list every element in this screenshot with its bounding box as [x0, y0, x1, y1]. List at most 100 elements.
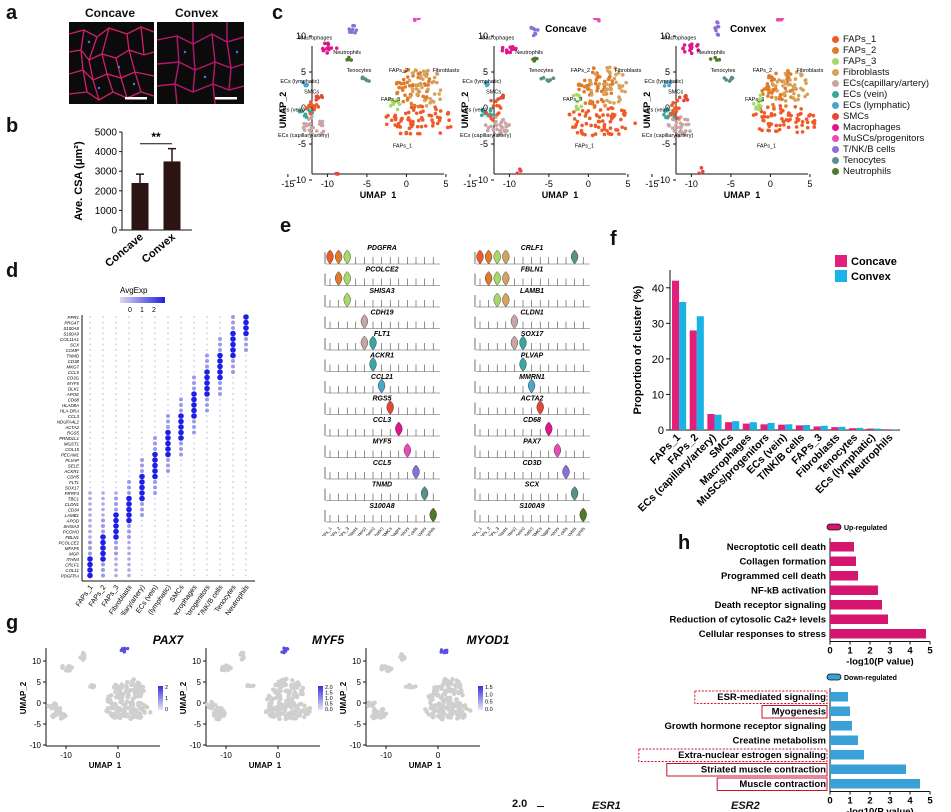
- legend-item-muscs-progenitors: MuSCs/progenitors: [832, 133, 929, 144]
- y-tick-label: 5000: [95, 128, 118, 139]
- umap-point-faps-1: [573, 125, 578, 129]
- legend-item-macrophages: Macrophages: [832, 122, 929, 133]
- feature-point: [273, 682, 279, 687]
- dot: [128, 332, 130, 335]
- gene-label-col11a1: COL11A1: [60, 337, 80, 342]
- umap-point-faps-1: [584, 111, 589, 115]
- umap-point-faps-1: [767, 124, 772, 129]
- umap-point-faps-1: [430, 118, 434, 122]
- dot: [180, 541, 182, 544]
- y-tick-label: 10: [192, 657, 201, 666]
- legend-item-t-nk-b-cells: T/NK/B cells: [832, 144, 929, 155]
- umap-point-faps-1: [674, 109, 679, 114]
- umap-point-faps-1: [583, 132, 587, 137]
- dot: [245, 459, 247, 461]
- dot: [140, 513, 144, 517]
- legend-label: SMCs: [843, 111, 869, 122]
- feature-point: [130, 700, 135, 706]
- dot: [218, 342, 222, 347]
- dot: [232, 514, 234, 516]
- feature-point: [431, 710, 436, 715]
- umap-point-t-nk-b-cells: [715, 20, 719, 24]
- dot: [245, 470, 247, 472]
- violin-shape: [326, 249, 334, 265]
- dot: [141, 409, 143, 412]
- bar-concave-t-nk-b-cells: [795, 425, 803, 430]
- umap-point-faps-1: [577, 112, 582, 117]
- umap-point-ecs-capillary-artery: [486, 125, 491, 130]
- y-tick-label: 20: [652, 354, 664, 366]
- dot: [115, 442, 117, 445]
- dot: [128, 354, 130, 357]
- dot: [165, 440, 171, 447]
- dot: [192, 386, 196, 391]
- feature-point: [214, 716, 219, 722]
- umap-point-faps-1: [389, 118, 394, 123]
- dot: [154, 343, 156, 346]
- umap-point-smcs: [334, 171, 338, 176]
- umap-point-faps-3: [574, 104, 579, 109]
- dot: [219, 426, 221, 428]
- umap-cluster-label: Fibroblasts: [614, 68, 641, 74]
- umap-point-fibroblasts: [801, 88, 806, 92]
- dot: [206, 448, 208, 450]
- umap-point-faps-1: [384, 122, 389, 127]
- feature-point: [439, 703, 444, 709]
- umap-point-faps-2: [427, 79, 431, 84]
- dot: [180, 316, 182, 318]
- dot: [193, 371, 195, 373]
- bar-convex-smcs: [732, 421, 740, 430]
- violin-shape: [343, 271, 351, 286]
- umap-point-fibroblasts: [603, 103, 607, 108]
- umap-point-faps-3: [757, 107, 761, 112]
- dot: [193, 530, 195, 533]
- panel-label-h: h: [678, 532, 691, 554]
- dot: [167, 404, 169, 406]
- dot: [232, 508, 234, 511]
- dot: [127, 480, 131, 484]
- right-gene-fbln1: FBLN1: [521, 267, 544, 274]
- dot: [193, 332, 195, 335]
- feature-point: [130, 679, 135, 685]
- umap-point-fibroblasts: [421, 77, 425, 81]
- legend-item-smcs: SMCs: [832, 111, 929, 122]
- bar-reduction-of-cytosolic-ca2-levels: [830, 614, 888, 624]
- dot: [180, 481, 182, 483]
- umap-point-faps-1: [395, 124, 400, 129]
- dot: [232, 569, 234, 571]
- umap-point-faps-1: [427, 113, 432, 118]
- feature-point: [433, 703, 438, 708]
- legend-tick: 0: [128, 307, 132, 314]
- dot: [115, 475, 117, 478]
- dot: [167, 332, 169, 335]
- bar-convex: [163, 161, 181, 230]
- left-category-label: FAPs_2: [327, 526, 341, 536]
- dot: [204, 380, 210, 386]
- y-tick-label: 0: [197, 699, 202, 708]
- dot: [128, 415, 130, 417]
- dot: [115, 409, 117, 412]
- dot: [115, 420, 117, 423]
- dot: [219, 536, 221, 538]
- feature-point: [138, 685, 143, 691]
- gene-label-cd38: CD38: [68, 359, 80, 364]
- left-category-label: Neutrophils: [418, 525, 437, 536]
- dot: [167, 371, 169, 373]
- category-label-myogenesis: Myogenesis: [772, 707, 826, 718]
- feature-point: [204, 702, 210, 707]
- dot: [165, 429, 171, 436]
- feature-point: [284, 676, 289, 682]
- dot: [245, 431, 247, 434]
- feature-point: [292, 691, 298, 696]
- dot: [180, 547, 182, 549]
- dot: [231, 359, 235, 363]
- dot: [167, 387, 169, 390]
- violin-shape: [429, 507, 437, 523]
- feature-point: [423, 707, 428, 712]
- bar-collagen-formation: [830, 556, 856, 566]
- dot: [128, 371, 130, 373]
- feature-points: [204, 646, 313, 722]
- umap-point-faps-1: [799, 111, 803, 116]
- dot: [115, 426, 117, 428]
- umap-points: [479, 18, 637, 175]
